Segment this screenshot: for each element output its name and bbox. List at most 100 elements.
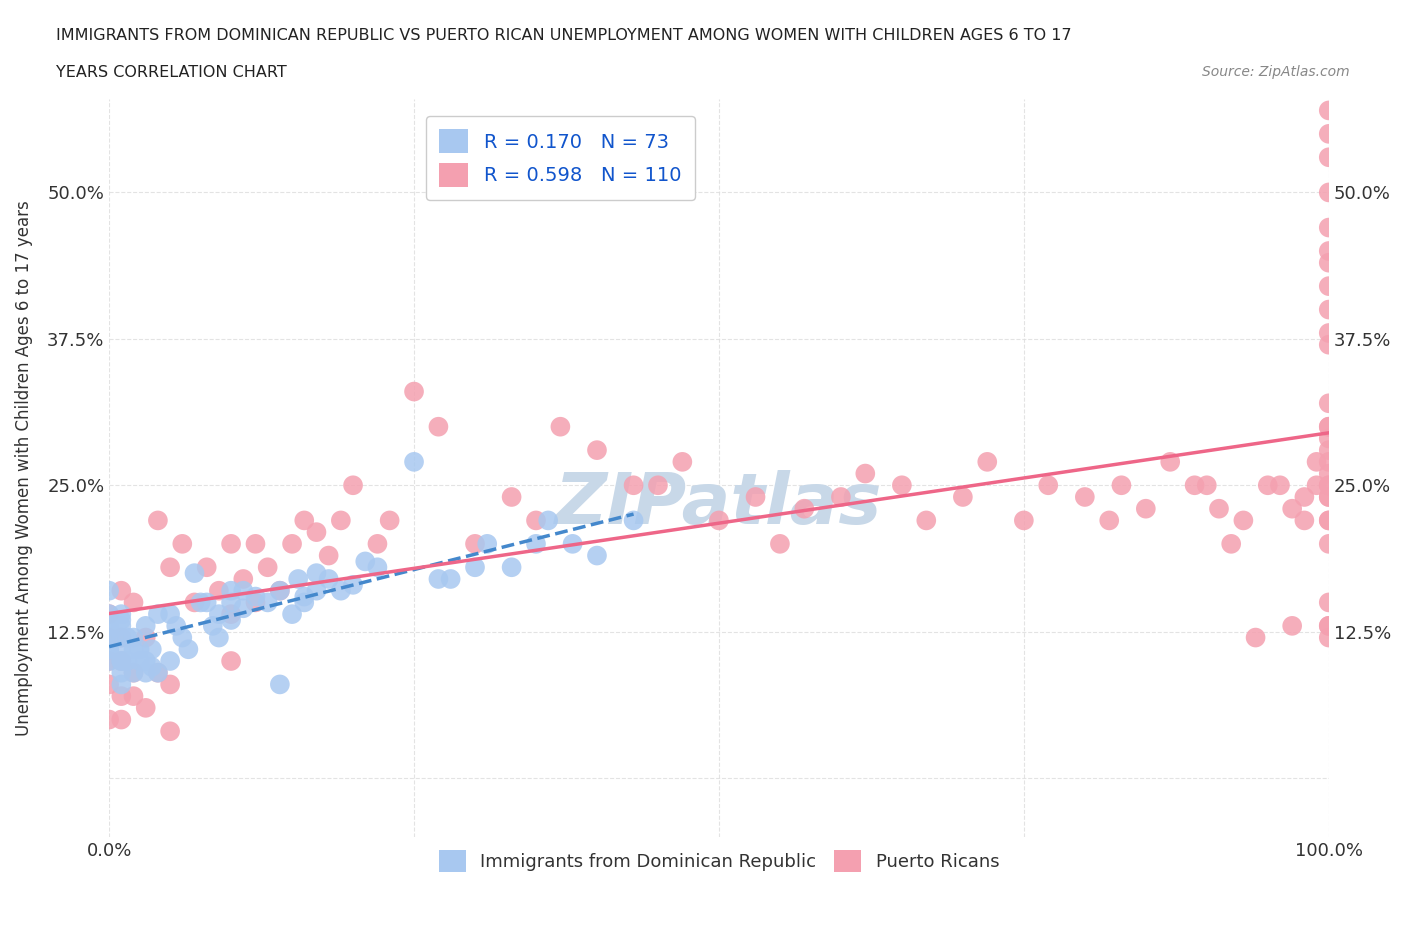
Point	[342, 578, 364, 592]
Point	[853, 466, 876, 481]
Point	[1220, 537, 1243, 551]
Point	[1294, 489, 1316, 504]
Point	[122, 595, 145, 610]
Point	[135, 631, 157, 645]
Point	[1111, 478, 1133, 493]
Point	[1317, 513, 1340, 528]
Point	[98, 642, 121, 657]
Point	[281, 606, 304, 621]
Point	[623, 513, 645, 528]
Point	[1317, 326, 1340, 340]
Point	[305, 583, 328, 598]
Point	[110, 606, 132, 621]
Point	[1317, 489, 1340, 504]
Point	[477, 537, 499, 551]
Point	[318, 572, 340, 587]
Point	[292, 589, 315, 604]
Point	[1317, 244, 1340, 259]
Point	[98, 631, 121, 645]
Point	[1195, 478, 1218, 493]
Point	[195, 560, 218, 575]
Point	[159, 560, 181, 575]
Point	[769, 537, 792, 551]
Point	[1281, 501, 1303, 516]
Point	[281, 537, 304, 551]
Point	[110, 631, 132, 645]
Point	[146, 606, 169, 621]
Point	[1317, 618, 1340, 633]
Point	[1294, 513, 1316, 528]
Point	[1317, 489, 1340, 504]
Point	[110, 642, 132, 657]
Point	[141, 642, 163, 657]
Point	[464, 537, 486, 551]
Point	[561, 537, 583, 551]
Point	[501, 489, 523, 504]
Point	[1232, 513, 1254, 528]
Point	[1317, 220, 1340, 235]
Point	[98, 606, 121, 621]
Point	[915, 513, 938, 528]
Point	[208, 631, 231, 645]
Point	[1317, 443, 1340, 458]
Point	[1012, 513, 1035, 528]
Point	[354, 554, 377, 569]
Point	[110, 712, 132, 727]
Point	[318, 548, 340, 563]
Point	[219, 595, 242, 610]
Point	[305, 565, 328, 580]
Point	[287, 572, 309, 587]
Point	[1317, 302, 1340, 317]
Point	[98, 677, 121, 692]
Point	[110, 654, 132, 669]
Point	[159, 677, 181, 692]
Point	[146, 513, 169, 528]
Text: YEARS CORRELATION CHART: YEARS CORRELATION CHART	[56, 65, 287, 80]
Point	[586, 443, 609, 458]
Point	[159, 606, 181, 621]
Point	[537, 513, 560, 528]
Point	[329, 583, 352, 598]
Point	[232, 572, 254, 587]
Point	[1317, 150, 1340, 165]
Point	[117, 631, 139, 645]
Point	[232, 601, 254, 616]
Point	[219, 537, 242, 551]
Point	[890, 478, 912, 493]
Point	[1317, 103, 1340, 118]
Point	[1317, 466, 1340, 481]
Point	[1184, 478, 1206, 493]
Point	[793, 501, 815, 516]
Point	[135, 654, 157, 669]
Point	[1208, 501, 1230, 516]
Point	[110, 654, 132, 669]
Point	[159, 654, 181, 669]
Point	[110, 613, 132, 628]
Point	[98, 654, 121, 669]
Point	[292, 513, 315, 528]
Point	[952, 489, 974, 504]
Point	[245, 537, 267, 551]
Point	[245, 589, 267, 604]
Point	[183, 595, 205, 610]
Point	[402, 455, 425, 470]
Point	[122, 642, 145, 657]
Point	[232, 583, 254, 598]
Point	[269, 583, 291, 598]
Point	[586, 548, 609, 563]
Point	[110, 631, 132, 645]
Text: Source: ZipAtlas.com: Source: ZipAtlas.com	[1202, 65, 1350, 79]
Point	[550, 419, 572, 434]
Point	[1305, 455, 1327, 470]
Point	[110, 677, 132, 692]
Point	[427, 572, 450, 587]
Point	[98, 654, 121, 669]
Point	[524, 513, 547, 528]
Point	[110, 654, 132, 669]
Point	[366, 560, 388, 575]
Legend: Immigrants from Dominican Republic, Puerto Ricans: Immigrants from Dominican Republic, Puer…	[432, 843, 1007, 880]
Point	[219, 606, 242, 621]
Text: ZIPatlas: ZIPatlas	[555, 470, 883, 539]
Point	[256, 595, 278, 610]
Point	[1281, 618, 1303, 633]
